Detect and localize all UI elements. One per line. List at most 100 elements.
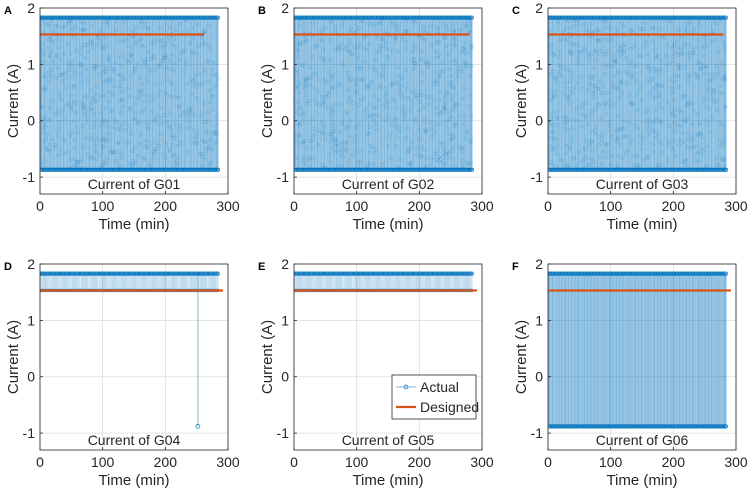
data-point [469,161,473,165]
data-point [321,57,326,61]
data-point [103,66,108,70]
data-point [327,152,331,156]
series-actual-line [294,273,473,291]
data-point [315,43,319,48]
data-point [89,101,94,106]
data-point [194,81,199,86]
data-point [671,98,676,103]
data-point [396,166,400,170]
data-point [650,66,654,71]
data-point [175,162,180,167]
data-point [173,135,178,140]
panel-letter: F [512,261,519,273]
data-point [716,69,721,74]
data-point [618,78,622,83]
data-point [464,51,468,56]
data-point [50,99,55,104]
data-point [466,131,470,135]
data-point [48,105,53,110]
data-point [675,53,680,58]
data-point [163,54,168,58]
data-point [151,97,156,102]
data-point [389,156,394,160]
data-point [557,55,562,59]
data-point [148,165,153,169]
data-point [205,119,209,124]
data-point [435,40,439,45]
data-point [327,93,331,98]
data-point [112,117,117,122]
data-point [459,150,464,155]
data-point [567,40,572,45]
data-point [107,99,111,103]
data-point [435,55,440,60]
data-point [56,24,60,29]
data-point [558,69,563,74]
data-point [346,158,351,163]
data-point [103,70,108,75]
data-point [680,51,685,56]
data-point [336,81,341,85]
data-point [46,118,50,123]
data-point [702,95,707,100]
data-point [572,85,577,90]
data-point [213,130,217,134]
data-point [298,43,302,47]
data-point [562,66,566,70]
data-point [395,124,399,129]
data-point [157,143,161,148]
data-point [561,158,565,163]
data-point [149,140,154,145]
data-point [142,100,146,104]
data-point [598,154,602,159]
data-point [553,146,557,151]
data-point [83,94,87,99]
data-point [460,158,465,163]
data-point [610,64,615,69]
data-point [397,156,402,161]
data-point [46,71,51,75]
data-point [402,113,407,118]
data-point [439,21,444,25]
data-point [40,53,44,57]
data-point [469,64,474,69]
data-point [424,60,428,65]
data-point [185,126,190,131]
data-point [443,162,447,166]
data-point [464,129,469,134]
data-point [701,53,706,58]
data-point [435,149,439,153]
data-point [310,156,314,161]
data-point [95,84,99,89]
data-point [622,167,627,172]
data-point [182,69,187,73]
data-point [100,118,105,123]
data-point [116,140,121,145]
data-point [658,68,663,73]
data-point [575,43,580,47]
data-point [402,96,406,101]
data-point [388,133,392,137]
data-point [56,153,60,157]
data-point [590,140,595,144]
data-point [592,48,597,53]
data-point [662,35,666,40]
data-point [94,98,99,103]
data-point [593,58,597,62]
data-point [688,146,693,150]
data-point [654,55,658,60]
axes-box [293,263,483,451]
data-point [363,59,367,64]
data-point [445,119,450,124]
data-point [642,20,647,25]
data-point [430,42,434,47]
data-point [620,51,625,55]
data-point [112,84,116,88]
y-axis-label: Current (A) [5,64,22,138]
data-point [467,104,472,109]
data-point [204,149,208,153]
data-point [455,70,460,75]
data-point [369,102,373,107]
data-point [421,24,426,29]
data-point [698,131,703,136]
